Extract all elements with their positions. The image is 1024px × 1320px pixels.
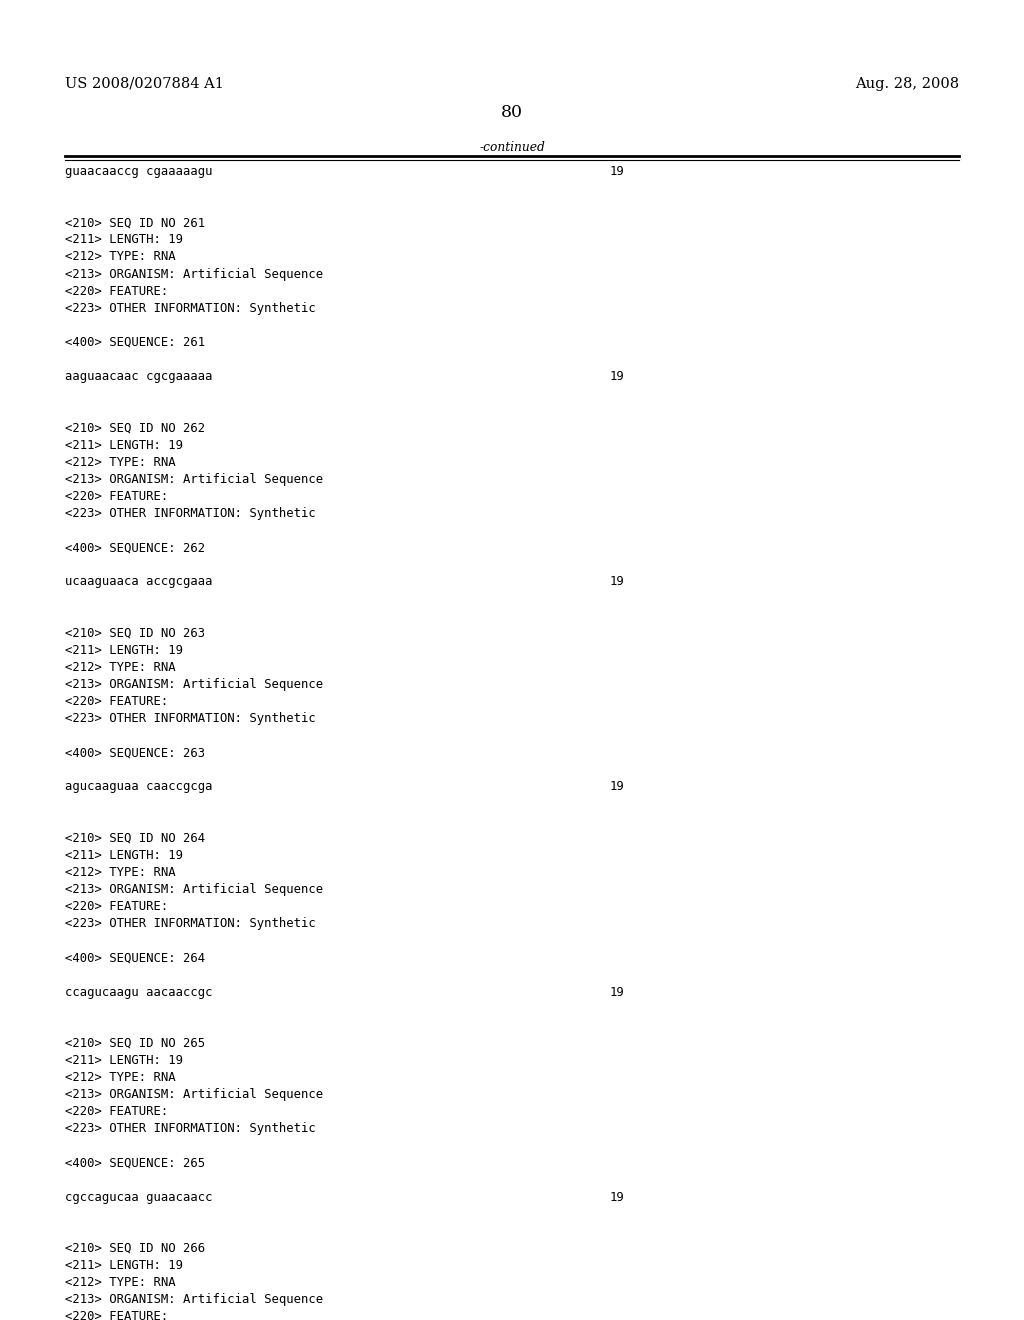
- Text: <223> OTHER INFORMATION: Synthetic: <223> OTHER INFORMATION: Synthetic: [65, 711, 315, 725]
- Text: <220> FEATURE:: <220> FEATURE:: [65, 900, 168, 913]
- Text: <400> SEQUENCE: 261: <400> SEQUENCE: 261: [65, 335, 205, 348]
- Text: <223> OTHER INFORMATION: Synthetic: <223> OTHER INFORMATION: Synthetic: [65, 302, 315, 314]
- Text: <213> ORGANISM: Artificial Sequence: <213> ORGANISM: Artificial Sequence: [65, 473, 323, 486]
- Text: agucaaguaa caaccgcga: agucaaguaa caaccgcga: [65, 780, 212, 793]
- Text: <400> SEQUENCE: 262: <400> SEQUENCE: 262: [65, 541, 205, 554]
- Text: US 2008/0207884 A1: US 2008/0207884 A1: [65, 77, 223, 91]
- Text: ccagucaagu aacaaccgc: ccagucaagu aacaaccgc: [65, 986, 212, 998]
- Text: <220> FEATURE:: <220> FEATURE:: [65, 694, 168, 708]
- Text: <400> SEQUENCE: 264: <400> SEQUENCE: 264: [65, 952, 205, 965]
- Text: guaacaaccg cgaaaaagu: guaacaaccg cgaaaaagu: [65, 165, 212, 178]
- Text: <211> LENGTH: 19: <211> LENGTH: 19: [65, 438, 182, 451]
- Text: cgccagucaa guaacaacc: cgccagucaa guaacaacc: [65, 1191, 212, 1204]
- Text: <212> TYPE: RNA: <212> TYPE: RNA: [65, 1071, 175, 1084]
- Text: <210> SEQ ID NO 265: <210> SEQ ID NO 265: [65, 1036, 205, 1049]
- Text: <211> LENGTH: 19: <211> LENGTH: 19: [65, 234, 182, 247]
- Text: <211> LENGTH: 19: <211> LENGTH: 19: [65, 1259, 182, 1272]
- Text: 19: 19: [609, 370, 624, 383]
- Text: <400> SEQUENCE: 263: <400> SEQUENCE: 263: [65, 746, 205, 759]
- Text: <220> FEATURE:: <220> FEATURE:: [65, 285, 168, 297]
- Text: <213> ORGANISM: Artificial Sequence: <213> ORGANISM: Artificial Sequence: [65, 1294, 323, 1307]
- Text: <210> SEQ ID NO 262: <210> SEQ ID NO 262: [65, 421, 205, 434]
- Text: 19: 19: [609, 1191, 624, 1204]
- Text: <212> TYPE: RNA: <212> TYPE: RNA: [65, 661, 175, 673]
- Text: <220> FEATURE:: <220> FEATURE:: [65, 490, 168, 503]
- Text: <400> SEQUENCE: 265: <400> SEQUENCE: 265: [65, 1156, 205, 1170]
- Text: <220> FEATURE:: <220> FEATURE:: [65, 1311, 168, 1320]
- Text: 80: 80: [501, 104, 523, 121]
- Text: <213> ORGANISM: Artificial Sequence: <213> ORGANISM: Artificial Sequence: [65, 883, 323, 896]
- Text: <213> ORGANISM: Artificial Sequence: <213> ORGANISM: Artificial Sequence: [65, 1088, 323, 1101]
- Text: <210> SEQ ID NO 266: <210> SEQ ID NO 266: [65, 1242, 205, 1255]
- Text: aaguaacaac cgcgaaaaa: aaguaacaac cgcgaaaaa: [65, 370, 212, 383]
- Text: <213> ORGANISM: Artificial Sequence: <213> ORGANISM: Artificial Sequence: [65, 268, 323, 281]
- Text: 19: 19: [609, 986, 624, 998]
- Text: <212> TYPE: RNA: <212> TYPE: RNA: [65, 1276, 175, 1290]
- Text: <210> SEQ ID NO 263: <210> SEQ ID NO 263: [65, 627, 205, 639]
- Text: <212> TYPE: RNA: <212> TYPE: RNA: [65, 251, 175, 264]
- Text: <212> TYPE: RNA: <212> TYPE: RNA: [65, 866, 175, 879]
- Text: 19: 19: [609, 576, 624, 589]
- Text: <211> LENGTH: 19: <211> LENGTH: 19: [65, 644, 182, 656]
- Text: <212> TYPE: RNA: <212> TYPE: RNA: [65, 455, 175, 469]
- Text: <223> OTHER INFORMATION: Synthetic: <223> OTHER INFORMATION: Synthetic: [65, 1122, 315, 1135]
- Text: <210> SEQ ID NO 261: <210> SEQ ID NO 261: [65, 216, 205, 230]
- Text: <223> OTHER INFORMATION: Synthetic: <223> OTHER INFORMATION: Synthetic: [65, 917, 315, 931]
- Text: <210> SEQ ID NO 264: <210> SEQ ID NO 264: [65, 832, 205, 845]
- Text: 19: 19: [609, 780, 624, 793]
- Text: ucaaguaaca accgcgaaa: ucaaguaaca accgcgaaa: [65, 576, 212, 589]
- Text: <220> FEATURE:: <220> FEATURE:: [65, 1105, 168, 1118]
- Text: 19: 19: [609, 165, 624, 178]
- Text: <211> LENGTH: 19: <211> LENGTH: 19: [65, 1053, 182, 1067]
- Text: <213> ORGANISM: Artificial Sequence: <213> ORGANISM: Artificial Sequence: [65, 678, 323, 690]
- Text: -continued: -continued: [479, 141, 545, 154]
- Text: <211> LENGTH: 19: <211> LENGTH: 19: [65, 849, 182, 862]
- Text: <223> OTHER INFORMATION: Synthetic: <223> OTHER INFORMATION: Synthetic: [65, 507, 315, 520]
- Text: Aug. 28, 2008: Aug. 28, 2008: [855, 77, 959, 91]
